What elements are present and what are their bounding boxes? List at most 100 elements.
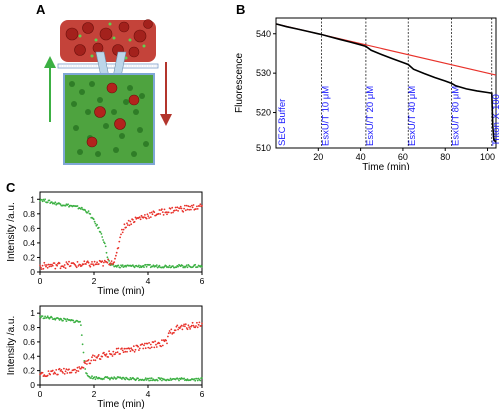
- panel-c-ytick-label: 1: [30, 194, 35, 204]
- red-channel-point: [161, 339, 163, 342]
- green-channel-point: [177, 378, 180, 380]
- red-channel-point: [183, 207, 186, 210]
- red-channel-point: [77, 370, 80, 372]
- green-channel-point: [155, 265, 157, 268]
- green-channel-point: [135, 378, 138, 381]
- red-channel-point: [195, 208, 197, 210]
- panel-c-xtick-label: 2: [92, 276, 97, 286]
- green-channel-point: [105, 251, 108, 254]
- red-channel-point: [86, 260, 89, 263]
- red-channel-point: [144, 342, 146, 345]
- red-channel-point: [101, 260, 104, 263]
- panel-c-ytick-label: 0.8: [23, 323, 35, 333]
- panel-c-ytick-label: 0.4: [23, 238, 35, 248]
- green-channel-point: [112, 378, 115, 380]
- red-channel-point: [108, 350, 110, 353]
- red-channel-point: [167, 332, 170, 335]
- red-channel-point: [184, 204, 186, 207]
- green-channel-point: [128, 378, 131, 381]
- red-channel-point: [85, 360, 87, 363]
- arrow-down-icon: [160, 62, 172, 126]
- red-channel-point: [165, 339, 168, 342]
- green-channel-point: [97, 226, 100, 229]
- red-channel-point: [144, 214, 146, 216]
- red-channel-point: [46, 266, 49, 269]
- red-vesicles-lower: [86, 82, 140, 148]
- red-channel-point: [189, 328, 192, 330]
- red-channel-point: [177, 328, 180, 331]
- red-channel-point: [165, 211, 168, 214]
- red-channel-point: [147, 346, 150, 349]
- red-channel-point: [47, 263, 50, 266]
- red-channel-point: [196, 326, 199, 329]
- red-channel-point: [86, 363, 88, 365]
- red-channel-point: [126, 350, 128, 353]
- red-channel-point: [125, 226, 127, 229]
- red-channel-point: [75, 266, 78, 269]
- red-channel-point: [174, 329, 177, 332]
- green-channel-point: [121, 264, 124, 266]
- red-vesicles-upper: [65, 19, 153, 58]
- red-channel-point: [148, 217, 151, 219]
- red-channel-point: [144, 347, 147, 350]
- red-channel-point: [78, 366, 81, 368]
- panel-letter-c: C: [6, 180, 16, 195]
- red-channel-point: [94, 359, 97, 362]
- panel-a-schematic: [44, 19, 172, 165]
- green-channel-point: [133, 266, 136, 269]
- red-channel-point: [175, 209, 178, 211]
- red-channel-point: [173, 331, 175, 334]
- green-channel-point: [86, 211, 89, 214]
- red-channel-point: [196, 208, 199, 210]
- green-channel-point: [48, 199, 51, 202]
- red-channel-point: [130, 223, 133, 226]
- green-channel-point: [84, 209, 87, 212]
- panel-b-xtick-label: 80: [440, 152, 450, 162]
- red-channel-point: [74, 265, 77, 267]
- green-channel-point: [185, 264, 188, 267]
- red-channel-point: [195, 325, 197, 327]
- red-channel-point: [171, 206, 174, 209]
- red-channel-point: [102, 265, 104, 267]
- green-channel-point: [119, 266, 121, 269]
- red-channel-point: [44, 264, 46, 266]
- green-channel-point: [117, 264, 120, 267]
- red-channel-point: [52, 373, 55, 375]
- green-channel-point: [149, 377, 151, 380]
- red-channel-point: [46, 374, 49, 377]
- green-channel-point: [201, 265, 203, 268]
- red-channel-point: [69, 265, 72, 267]
- green-channel-point: [121, 378, 123, 380]
- red-channel-point: [123, 347, 126, 350]
- red-channel-point: [80, 367, 82, 370]
- green-channel-point: [196, 266, 199, 268]
- red-channel-point: [149, 347, 151, 350]
- green-channel-point: [93, 376, 96, 378]
- red-channel-point: [110, 260, 113, 262]
- red-channel-point: [127, 219, 130, 222]
- panel-c-ytick-label: 0.6: [23, 337, 35, 347]
- red-channel-point: [95, 263, 98, 266]
- green-channel-point: [94, 378, 97, 381]
- red-channel-point: [99, 358, 102, 360]
- red-channel-point: [200, 325, 203, 327]
- green-channel-point: [64, 318, 67, 321]
- red-channel-point: [107, 258, 110, 261]
- green-channel-point: [144, 263, 147, 266]
- red-channel-point: [41, 371, 44, 374]
- red-channel-point: [196, 321, 198, 324]
- red-channel-point: [137, 345, 140, 348]
- green-channel-point: [201, 377, 203, 380]
- green-channel-point: [149, 379, 152, 382]
- red-channel-point: [51, 369, 54, 372]
- red-channel-point: [174, 206, 177, 209]
- red-channel-point: [58, 367, 61, 370]
- red-channel-point: [161, 208, 163, 211]
- panel-b-ytick-label: 510: [256, 143, 271, 153]
- green-channel-point: [94, 222, 97, 225]
- red-channel-point: [77, 265, 80, 267]
- green-channel-point: [144, 378, 146, 381]
- red-channel-point: [63, 264, 66, 266]
- red-channel-point: [74, 368, 76, 371]
- red-channel-point: [138, 216, 141, 219]
